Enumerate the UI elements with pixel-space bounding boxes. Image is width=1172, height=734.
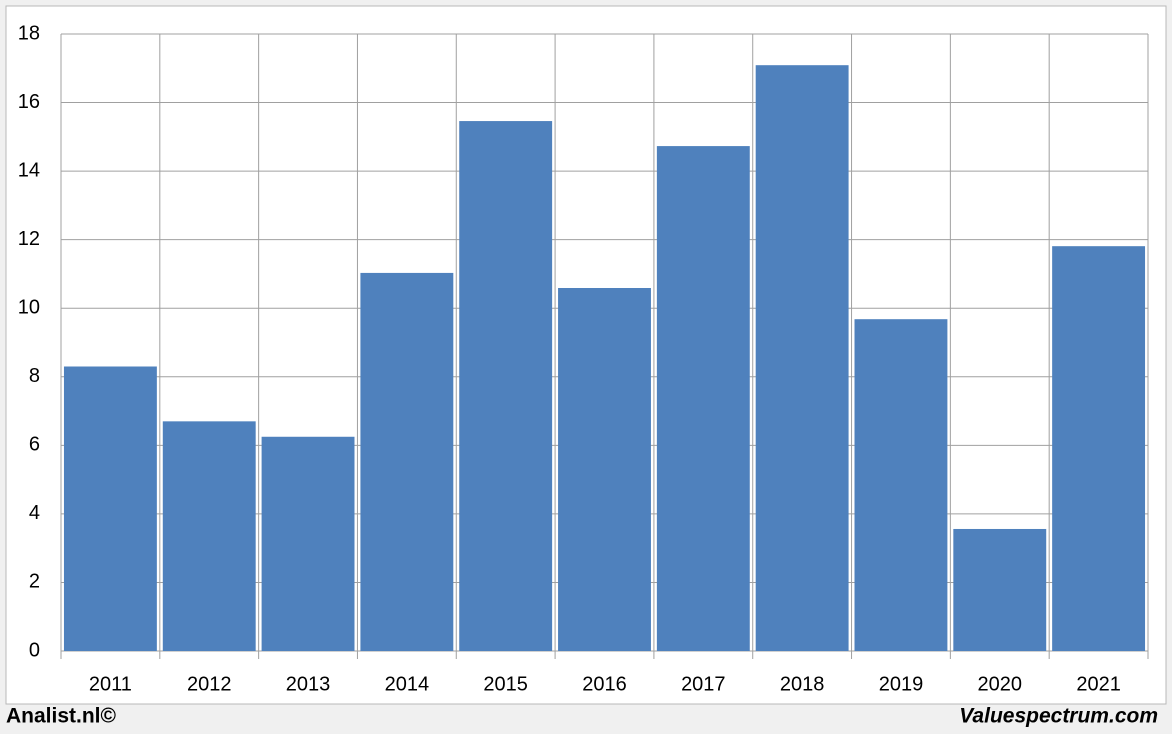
footer-right: Valuespectrum.com [959,705,1158,728]
x-tick-label: 2013 [286,673,331,695]
x-tick-label: 2014 [385,673,430,695]
bar [953,528,1047,651]
y-tick-label: 0 [29,639,40,661]
y-tick-label: 4 [29,502,40,524]
y-tick-label: 8 [29,365,40,387]
x-tick-label: 2011 [89,673,132,695]
y-tick-label: 14 [18,159,40,181]
bar [360,272,454,651]
bar [558,287,651,651]
y-tick-label: 18 [18,22,40,44]
bar [1052,246,1146,651]
bar [459,121,553,651]
y-tick-label: 16 [18,91,40,113]
bar [261,436,355,651]
y-tick-label: 12 [18,228,40,250]
x-tick-label: 2016 [582,673,627,695]
bar [854,319,948,651]
bar [656,146,750,652]
y-tick-label: 6 [29,434,40,456]
y-tick-label: 2 [29,571,40,593]
x-tick-label: 2021 [1076,673,1121,695]
bar [63,366,157,651]
y-tick-label: 10 [18,297,40,319]
x-tick-label: 2019 [879,673,924,695]
x-tick-label: 2015 [483,673,528,695]
bar [755,65,849,652]
x-tick-label: 2012 [187,673,232,695]
footer-left: Analist.nl© [6,705,117,728]
x-tick-label: 2018 [780,673,825,695]
x-tick-label: 2017 [681,673,726,695]
x-tick-label: 2020 [978,673,1023,695]
bar [162,421,256,651]
